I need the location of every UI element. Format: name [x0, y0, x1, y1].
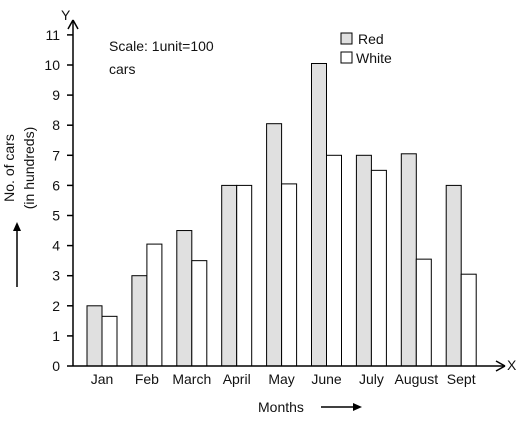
- y-axis-title: No. of cars (in hundreds): [1, 127, 37, 210]
- y-axis-arrow-right: [72, 19, 79, 30]
- y-tick-label: 0: [52, 358, 60, 374]
- legend-swatch-white: [340, 51, 353, 64]
- x-axis-arrow-top: [495, 360, 506, 367]
- bar-red: [266, 123, 283, 367]
- x-tick-label: Feb: [135, 371, 159, 387]
- x-labels-group: Jan Feb March April May June July August Sept: [91, 371, 476, 387]
- y-axis-title-line2: (in hundreds): [21, 127, 37, 210]
- bar-red: [311, 62, 327, 367]
- bar-red: [131, 275, 148, 367]
- x-axis-letter: X: [507, 357, 517, 373]
- x-tick-label: Jan: [91, 371, 114, 387]
- y-tick-label: 8: [52, 117, 60, 133]
- y-tick-label: 5: [52, 208, 60, 224]
- y-axis-title-line1: No. of cars: [1, 134, 17, 202]
- y-tick-label: 3: [52, 268, 60, 284]
- x-tick-label: August: [395, 371, 439, 387]
- y-axis-letter: Y: [61, 7, 71, 23]
- x-tick-label: Sept: [447, 371, 476, 387]
- x-tick-label: June: [311, 371, 342, 387]
- bar-white: [415, 258, 432, 367]
- y-tick-label: 6: [52, 177, 60, 193]
- scale-note-line1: Scale: 1unit=100: [109, 38, 214, 54]
- x-axis-arrow-bottom: [495, 365, 506, 372]
- y-axis-arrow-left: [67, 19, 74, 30]
- bar-white: [460, 273, 477, 367]
- x-axis-title-arrowhead: [353, 403, 362, 411]
- legend-label-white: White: [356, 50, 392, 66]
- bar-white: [236, 184, 253, 367]
- bar-white: [326, 154, 342, 367]
- x-tick-label: April: [223, 371, 251, 387]
- bar-red: [445, 184, 462, 367]
- y-axis-title-arrowhead: [13, 222, 21, 231]
- bar-white: [281, 183, 298, 367]
- x-tick-label: March: [172, 371, 211, 387]
- scale-note-line2: cars: [109, 61, 135, 77]
- bar-white: [191, 260, 208, 367]
- bar-red: [176, 230, 193, 367]
- bar-red: [400, 153, 417, 367]
- y-tick-label: 1: [52, 328, 60, 344]
- y-ticks-group: 0 1 2 3 4 5 6 7 8 9 10 11: [44, 27, 73, 374]
- y-tick-label: 9: [52, 87, 60, 103]
- bar-red: [221, 184, 238, 367]
- x-axis-title: Months: [258, 399, 304, 415]
- x-tick-label: July: [359, 371, 384, 387]
- legend-label-red: Red: [358, 31, 384, 47]
- y-tick-label: 10: [44, 57, 60, 73]
- y-tick-label: 4: [52, 238, 60, 254]
- bar-white: [101, 315, 118, 367]
- bars-group: [86, 62, 477, 367]
- legend: Red White: [340, 31, 392, 66]
- y-tick-label: 2: [52, 298, 60, 314]
- legend-swatch-red: [340, 32, 353, 45]
- bar-red: [86, 305, 103, 367]
- y-tick-label: 11: [45, 27, 60, 43]
- y-tick-label: 7: [52, 147, 60, 163]
- bar-white: [370, 169, 387, 367]
- bar-red: [355, 154, 372, 367]
- x-tick-label: May: [268, 371, 294, 387]
- bar-white: [146, 243, 163, 367]
